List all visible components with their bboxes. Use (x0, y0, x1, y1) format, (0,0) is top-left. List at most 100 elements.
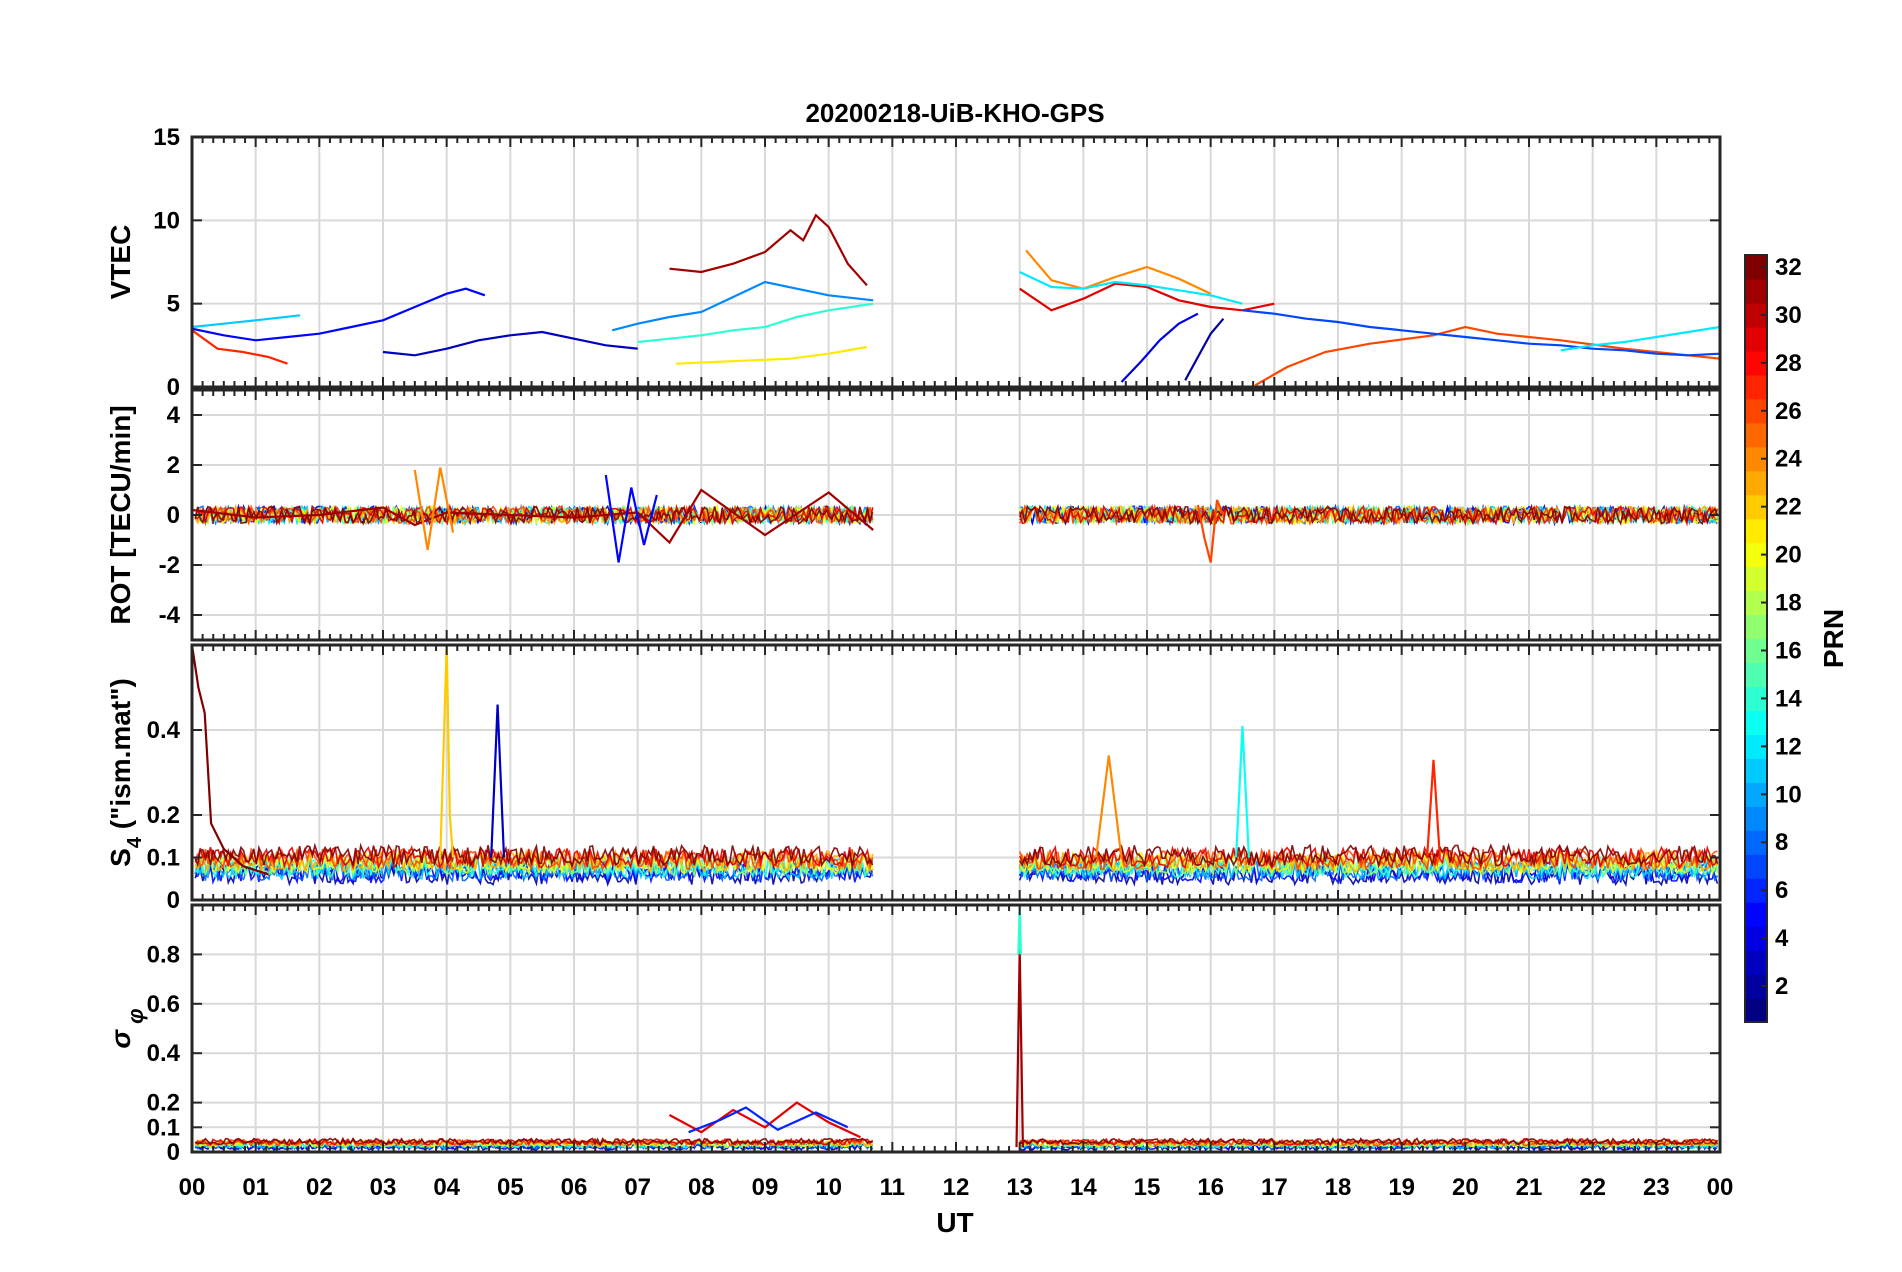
y-tick-label: 0.2 (147, 1090, 180, 1117)
x-tick-label: 13 (1006, 1174, 1033, 1201)
series-prn-3 (490, 704, 506, 858)
series-prn-5 (604, 474, 658, 563)
colorbar-step (1745, 350, 1767, 376)
x-axis: 00 01 02 03 04 05 06 07 08 09 10 11 12 13 14 15 16 17 18 19… (179, 1174, 1734, 1201)
series-prn-32 (192, 645, 269, 876)
colorbar-tick-label: 4 (1775, 925, 1789, 952)
x-tick-label: 16 (1197, 1174, 1224, 1201)
y-tick-label: 0 (167, 374, 180, 401)
y-tick-label: -4 (159, 602, 181, 629)
noise-trace-prn-8 (194, 858, 874, 883)
plot-area (192, 645, 1719, 887)
colorbar-step (1745, 255, 1767, 280)
colorbar-step (1745, 422, 1767, 448)
colorbar-step (1745, 686, 1767, 712)
colorbar-step (1745, 758, 1767, 783)
colorbar-tick-label: 30 (1775, 302, 1802, 329)
x-tick-label: 07 (624, 1174, 651, 1201)
series-prn-31 (192, 488, 874, 545)
x-tick-label: 12 (943, 1174, 970, 1201)
x-tick-label: 10 (815, 1174, 842, 1201)
y-tick-label: 15 (153, 124, 180, 151)
series-prn-12 (1560, 325, 1720, 352)
panel-3: 0 0.1 0.2 0.4S4 ("ism.mat") (105, 643, 1722, 914)
series-prn-24 (1095, 755, 1123, 858)
x-tick-label: 23 (1643, 1174, 1670, 1201)
colorbar-tick-label: 18 (1775, 590, 1802, 617)
series-prn-5 (192, 287, 486, 342)
colorbar-frame (1744, 254, 1768, 1023)
series-prn-6 (688, 1106, 849, 1134)
x-tick-label: 22 (1579, 1174, 1606, 1201)
colorbar-step (1745, 998, 1767, 1023)
colorbar-tick-label: 14 (1775, 685, 1802, 712)
colorbar-step (1745, 326, 1767, 352)
colorbar-step (1745, 662, 1767, 688)
colorbar-step (1745, 950, 1767, 975)
plot-area (192, 213, 1720, 387)
colorbar-step (1745, 518, 1767, 544)
noise-trace-prn-32 (194, 504, 874, 527)
x-tick-label: 15 (1134, 1174, 1161, 1201)
colorbar-step (1745, 566, 1767, 592)
colorbar-step (1745, 806, 1767, 831)
series-prn-27 (192, 329, 288, 365)
colorbar-tick-label: 22 (1775, 494, 1802, 521)
x-tick-label: 19 (1388, 1174, 1415, 1201)
series-prn-21 (675, 345, 868, 365)
series-prn-24 (413, 467, 455, 551)
noise-trace-prn-32 (194, 842, 874, 868)
y-tick-label: 0 (167, 502, 180, 529)
panel-2: -4 -2 0 2 4 ROT [TECU/min] (105, 388, 1722, 642)
y-tick-label: 0.2 (147, 802, 180, 829)
series-prn-3 (382, 330, 638, 357)
noise-trace-prn-32 (194, 1136, 873, 1147)
series-prn-29 (668, 1101, 861, 1139)
series-prn-12 (1019, 271, 1243, 305)
series-prn-26 (1254, 325, 1720, 387)
colorbar-label: PRN (1818, 609, 1849, 668)
y-axis-label: ROT [TECU/min] (105, 405, 136, 624)
colorbar-step (1745, 542, 1767, 568)
series-prn-7 (1242, 309, 1720, 357)
series-prn-22 (439, 645, 455, 858)
colorbar-step (1745, 494, 1767, 520)
y-tick-label: 10 (153, 207, 180, 234)
colorbar-step (1745, 830, 1767, 855)
noise-trace-prn-32 (1019, 842, 1719, 869)
colorbar-step (1745, 398, 1767, 424)
y-axis-label: VTEC (105, 225, 136, 300)
colorbar-step (1745, 902, 1767, 927)
colorbar-tick-label: 12 (1775, 733, 1802, 760)
colorbar-step (1745, 614, 1767, 640)
x-tick-label: 05 (497, 1174, 524, 1201)
series-prn-29 (1019, 282, 1275, 312)
colorbar-tick-label: 32 (1775, 254, 1802, 281)
colorbar-step (1745, 734, 1767, 759)
series-prn-26 (1196, 499, 1225, 563)
y-tick-label: 0.1 (147, 1114, 180, 1141)
series-prn-27 (1426, 759, 1441, 858)
colorbar-tick-label: 8 (1775, 829, 1788, 856)
x-tick-label: 17 (1261, 1174, 1288, 1201)
x-tick-label: 11 (880, 1174, 905, 1201)
colorbar-tick-label: 16 (1775, 637, 1802, 664)
colorbar-step (1745, 590, 1767, 616)
colorbar-step (1745, 782, 1767, 807)
colorbar-tick-label: 26 (1775, 398, 1802, 425)
series-prn-31 (669, 213, 868, 287)
series-prn-14 (1017, 905, 1022, 955)
y-tick-label: 2 (167, 452, 180, 479)
x-tick-label: 00 (1707, 1174, 1734, 1201)
y-tick-label: 0.8 (147, 941, 180, 968)
colorbar-step (1745, 854, 1767, 879)
colorbar-tick-label: 20 (1775, 542, 1802, 569)
y-tick-label: -2 (159, 552, 180, 579)
y-tick-label: 0.1 (147, 845, 180, 872)
y-tick-label: 0 (167, 1139, 180, 1166)
x-tick-label: 21 (1516, 1174, 1543, 1201)
colorbar-step (1745, 446, 1767, 472)
